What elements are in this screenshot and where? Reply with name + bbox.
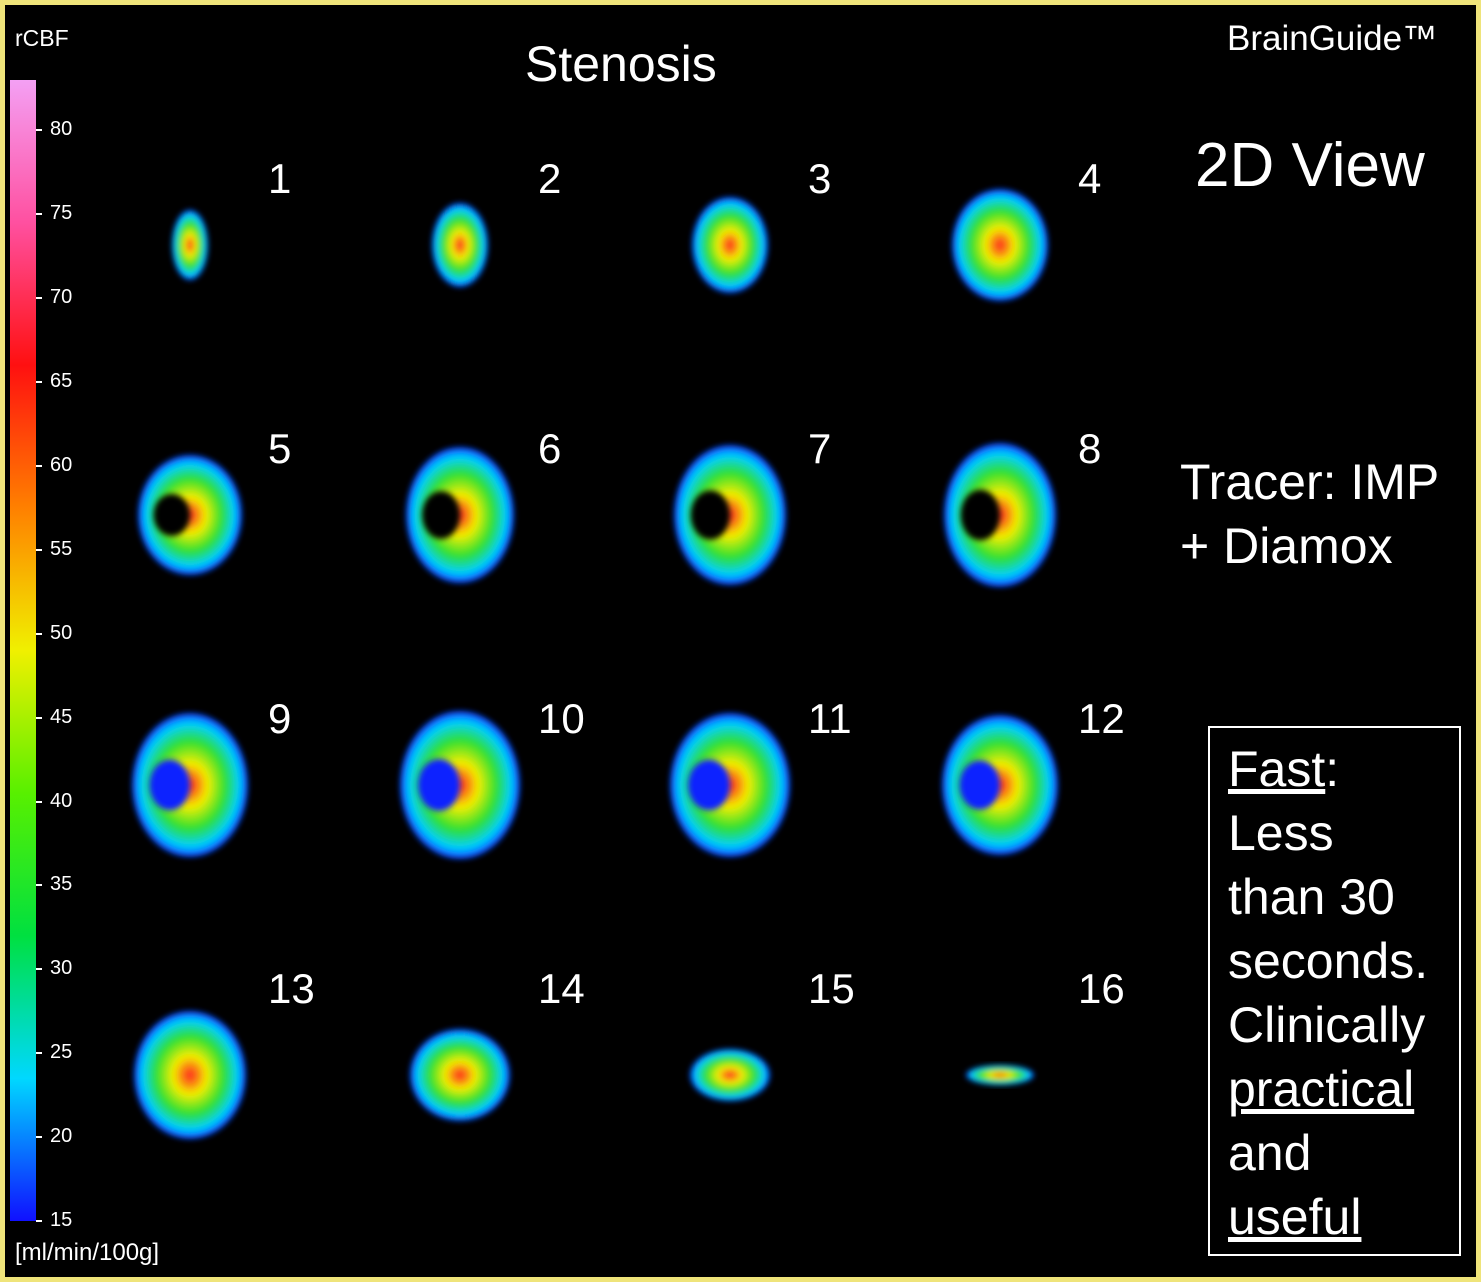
scale-tick-label: 65 [50, 370, 73, 393]
slice-number: 7 [808, 425, 832, 472]
slice-number: 8 [1078, 425, 1102, 472]
note-line-6: practical [1228, 1061, 1415, 1117]
scale-tick-label: 15 [50, 1209, 73, 1231]
brain-slice-region [418, 759, 460, 811]
brain-slice-grid [132, 189, 1058, 1139]
scale-tick-label: 45 [50, 705, 73, 728]
slice-number: 1 [268, 155, 292, 202]
slice-number: 15 [808, 965, 855, 1012]
slice-number: 12 [1078, 695, 1125, 742]
scale-tick [36, 213, 42, 216]
scale-tick-label: 60 [50, 453, 73, 476]
brain-slice-region [959, 760, 1000, 810]
slice-number: 13 [268, 965, 315, 1012]
note-fast: Fast [1228, 741, 1326, 797]
slice-number: 2 [538, 155, 562, 202]
scale-tick [36, 716, 42, 719]
brain-slice-image [432, 203, 488, 287]
scale-tick-label: 80 [50, 118, 73, 141]
brain-slice-image [952, 189, 1048, 301]
feature-note-box: Fast: Less than 30 seconds. Clinically p… [1208, 726, 1461, 1256]
tracer-label: Tracer: IMP + Diamox [1180, 450, 1439, 578]
brain-slice-region [422, 491, 460, 539]
scale-tick-label: 25 [50, 1041, 73, 1064]
note-line-4: seconds. [1228, 933, 1429, 989]
scale-units: [ml/min/100g] [15, 1239, 160, 1266]
note-line-2: Less [1228, 805, 1334, 861]
tracer-line-2: + Diamox [1180, 518, 1393, 574]
slice-images [132, 189, 1058, 1139]
brain-slice-region [690, 490, 731, 540]
scan-display: rCBF Stenosis BrainGuide™ 2D View Tracer… [5, 5, 1476, 1277]
scale-tick-label: 30 [50, 957, 73, 980]
brain-slice-region [149, 759, 190, 811]
scale-tick [36, 884, 42, 887]
slice-number: 11 [808, 695, 852, 742]
view-label: 2D View [1195, 131, 1425, 200]
scale-tick [36, 381, 42, 384]
tracer-line-1: Tracer: IMP [1180, 454, 1440, 510]
slice-number: 4 [1078, 155, 1102, 202]
brain-slice-image [966, 1065, 1034, 1085]
brand-label: BrainGuide™ [1227, 19, 1438, 58]
scale-tick [36, 800, 42, 803]
slice-number: 16 [1078, 965, 1125, 1012]
slice-number: 3 [808, 155, 832, 202]
note-line-8: useful [1228, 1189, 1362, 1245]
scale-tick-label: 40 [50, 789, 73, 812]
scale-tick-label: 75 [50, 202, 73, 225]
scale-tick [36, 968, 42, 971]
scale-tick [36, 1052, 42, 1055]
note-line-7: and [1228, 1125, 1312, 1181]
note-line-1: Fast: [1228, 740, 1339, 798]
color-scale-bar [10, 80, 36, 1221]
scale-tick [36, 1136, 42, 1139]
scale-tick [36, 129, 42, 132]
slice-number: 10 [538, 695, 585, 742]
scale-title: rCBF [15, 25, 69, 51]
slice-number: 6 [538, 425, 562, 472]
scale-tick-label: 20 [50, 1125, 73, 1148]
scale-tick [36, 464, 42, 467]
note-colon: : [1325, 741, 1340, 797]
scale-tick-label: 35 [50, 873, 73, 896]
slice-number: 14 [538, 965, 585, 1012]
brain-slice-image [172, 210, 208, 280]
scale-tick [36, 1220, 42, 1222]
brain-slice-image [692, 197, 768, 293]
brain-slice-region [688, 759, 730, 811]
scale-tick-label: 55 [50, 537, 73, 560]
scale-tick [36, 632, 42, 635]
slice-number: 5 [268, 425, 292, 472]
brain-slice-image [410, 1029, 510, 1121]
brain-slice-image [134, 1011, 246, 1139]
brain-slice-image [132, 713, 248, 857]
scale-tick [36, 297, 42, 300]
scale-tick-label: 50 [50, 621, 73, 644]
brain-slice-region [153, 494, 190, 536]
slice-number: 9 [268, 695, 292, 742]
brain-slice-region [960, 489, 1001, 541]
note-line-3: than 30 [1228, 869, 1395, 925]
scale-tick-label: 70 [50, 286, 73, 309]
scale-tick [36, 548, 42, 551]
note-line-5: Clinically [1228, 997, 1426, 1053]
page-title: Stenosis [525, 36, 717, 92]
brain-slice-image [690, 1049, 770, 1101]
